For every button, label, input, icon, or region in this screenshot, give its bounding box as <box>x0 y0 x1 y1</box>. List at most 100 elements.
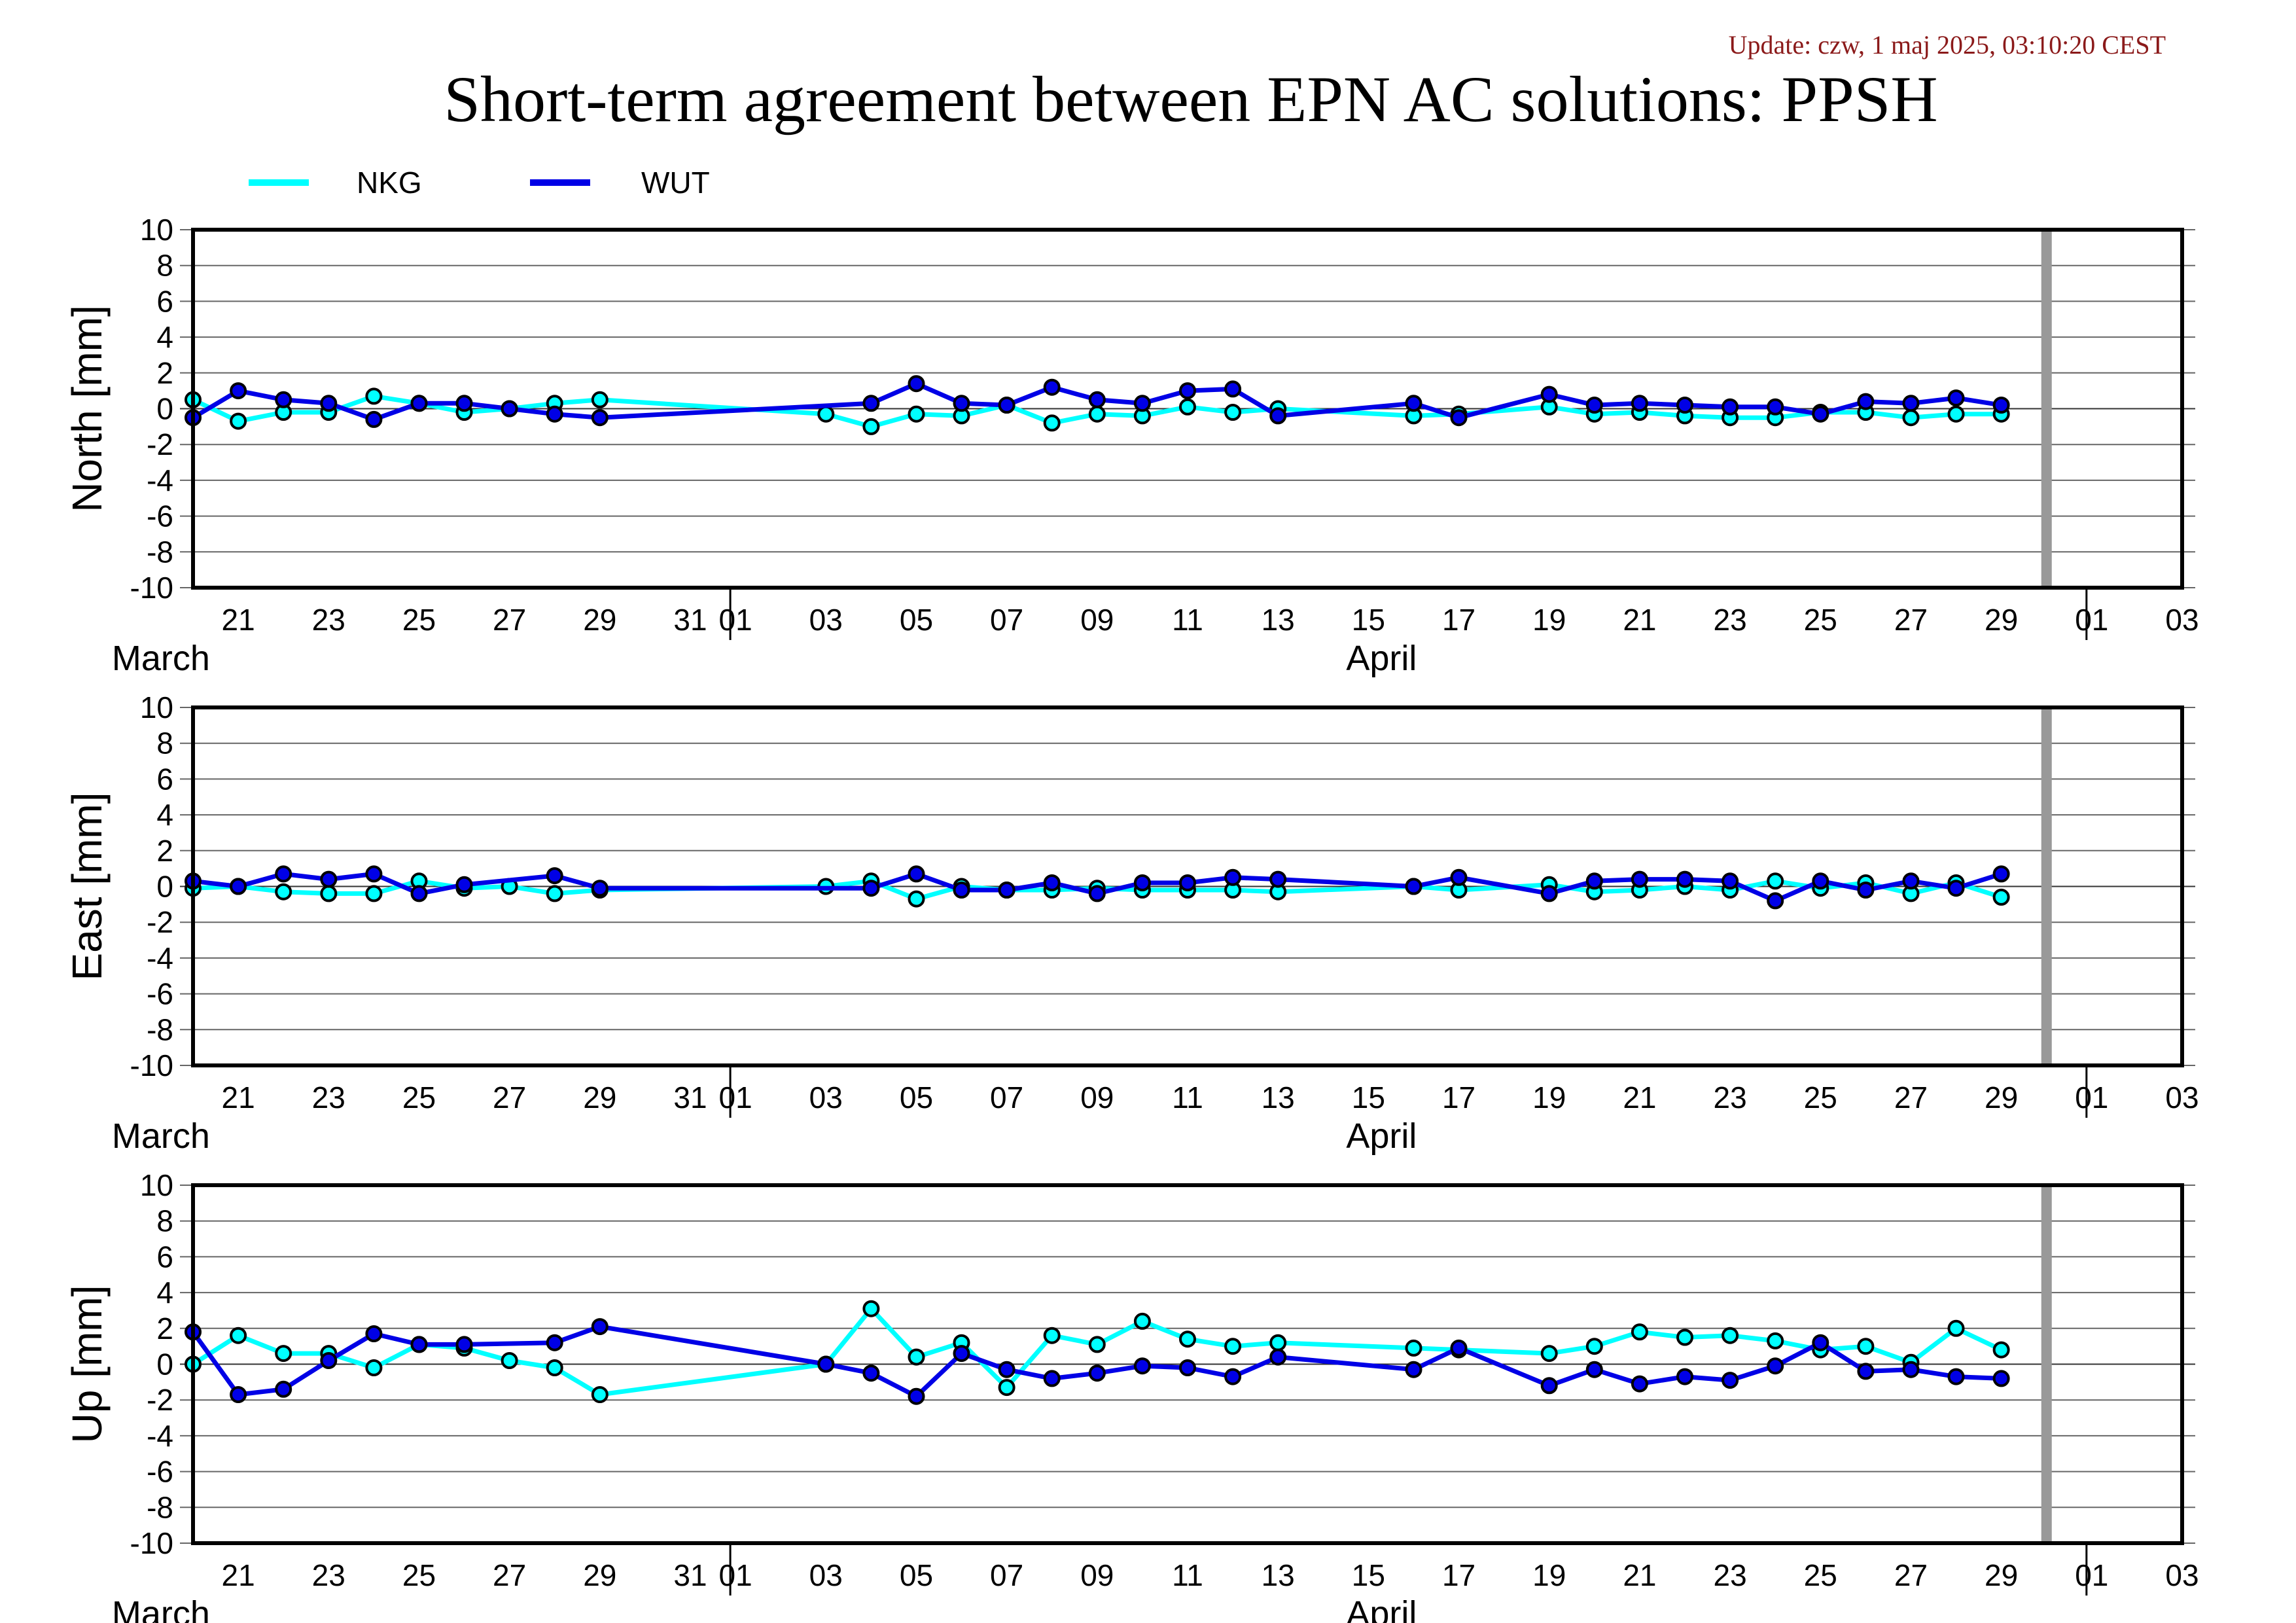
y-tick-label: 10 <box>140 690 173 724</box>
data-point-wut <box>1902 1361 1920 1378</box>
legend-label-wut: WUT <box>641 166 710 200</box>
data-point-wut <box>1767 398 1784 416</box>
x-tick-label: 03 <box>2165 1080 2199 1115</box>
y-tick-label: -6 <box>147 1455 173 1489</box>
data-point-wut <box>1902 395 1920 412</box>
data-point-wut <box>546 1334 563 1351</box>
data-point-wut <box>1179 874 1196 891</box>
data-point-wut <box>862 880 880 897</box>
data-point-wut <box>1902 872 1920 890</box>
x-tick-label: 15 <box>1352 1558 1385 1592</box>
data-point-nkg <box>1043 1327 1061 1344</box>
data-point-nkg <box>1179 1330 1196 1348</box>
data-point-nkg <box>1947 405 1965 423</box>
x-tick-label: 01 <box>719 1080 752 1115</box>
data-point-wut <box>455 395 473 412</box>
data-point-nkg <box>998 1379 1016 1397</box>
x-tick-label: 23 <box>1714 603 1747 637</box>
x-tick-label: 29 <box>583 1558 616 1592</box>
data-point-wut <box>1043 1370 1061 1387</box>
x-tick-label: 07 <box>990 1080 1023 1115</box>
x-tick-label: 31 <box>673 1080 707 1115</box>
x-tick-label: 05 <box>900 1558 933 1592</box>
data-point-wut <box>1450 1339 1468 1357</box>
x-tick-label: 03 <box>809 603 843 637</box>
y-tick-label: -10 <box>130 1526 173 1560</box>
data-point-wut <box>1269 407 1287 425</box>
y-tick-label: 4 <box>156 798 173 832</box>
data-point-nkg <box>1269 1334 1287 1351</box>
data-point-wut <box>1043 378 1061 396</box>
y-tick-label: 2 <box>156 1311 173 1346</box>
data-point-wut <box>1722 1372 1739 1389</box>
data-point-wut <box>275 865 292 883</box>
x-tick-label: 23 <box>312 603 345 637</box>
x-tick-label: 27 <box>493 1558 526 1592</box>
x-tick-label: 27 <box>1894 1080 1928 1115</box>
current-date-marker <box>2041 707 2052 1065</box>
y-tick-label: 0 <box>156 392 173 426</box>
x-tick-label: 01 <box>2075 603 2108 637</box>
data-point-wut <box>998 397 1016 414</box>
x-tick-label: 21 <box>222 603 255 637</box>
data-point-wut <box>1767 1357 1784 1375</box>
data-point-wut <box>1722 398 1739 416</box>
data-point-nkg <box>546 1359 563 1376</box>
y-tick-label: -2 <box>147 905 173 939</box>
data-point-wut <box>1947 1368 1965 1385</box>
data-point-wut <box>410 885 428 902</box>
y-tick-label: 6 <box>156 1240 173 1274</box>
y-tick-label: -10 <box>130 1048 173 1082</box>
data-point-wut <box>1676 397 1693 414</box>
month-label: April <box>1346 1594 1417 1623</box>
data-point-wut <box>953 395 970 412</box>
data-point-wut <box>1405 1361 1422 1378</box>
data-point-wut <box>1133 1357 1151 1375</box>
data-point-wut <box>365 410 383 428</box>
x-tick-label: 25 <box>1804 1558 1837 1592</box>
x-tick-label: 01 <box>719 603 752 637</box>
y-tick-label: 8 <box>156 1204 173 1238</box>
x-tick-label: 25 <box>402 603 436 637</box>
data-point-wut <box>230 878 247 895</box>
x-tick-label: 03 <box>809 1558 843 1592</box>
data-point-wut <box>1179 1359 1196 1376</box>
data-point-wut <box>1133 395 1151 412</box>
data-point-wut <box>230 382 247 400</box>
x-tick-label: 11 <box>1172 1558 1203 1592</box>
x-tick-label: 03 <box>809 1080 843 1115</box>
x-tick-label: 17 <box>1442 1558 1475 1592</box>
x-tick-label: 07 <box>990 603 1023 637</box>
x-tick-label: 23 <box>312 1080 345 1115</box>
x-tick-label: 07 <box>990 1558 1023 1592</box>
data-point-wut <box>1631 870 1648 888</box>
data-point-wut <box>365 1325 383 1342</box>
y-tick-label: -6 <box>147 977 173 1011</box>
x-tick-label: 21 <box>222 1558 255 1592</box>
x-tick-label: 19 <box>1532 603 1566 637</box>
y-tick-label: -4 <box>147 1419 173 1453</box>
data-point-wut <box>546 867 563 885</box>
data-point-nkg <box>1947 1319 1965 1337</box>
data-point-wut <box>1857 1363 1875 1380</box>
data-point-wut <box>230 1386 247 1403</box>
y-tick-label: 2 <box>156 356 173 390</box>
data-point-wut <box>1767 892 1784 910</box>
x-tick-label: 01 <box>2075 1558 2108 1592</box>
data-point-wut <box>1947 880 1965 897</box>
data-point-nkg <box>1722 1327 1739 1344</box>
data-point-wut <box>275 391 292 408</box>
data-point-wut <box>501 400 518 418</box>
x-tick-label: 03 <box>2165 1558 2199 1592</box>
x-tick-label: 05 <box>900 1080 933 1115</box>
data-point-wut <box>1088 391 1106 408</box>
plot-frame <box>191 1183 2184 1545</box>
data-point-wut <box>320 395 338 412</box>
data-point-nkg <box>1133 1312 1151 1330</box>
data-point-nkg <box>908 405 925 423</box>
x-tick-label: 29 <box>1985 1558 2018 1592</box>
data-point-nkg <box>365 1359 383 1376</box>
data-point-wut <box>1992 1370 2010 1387</box>
